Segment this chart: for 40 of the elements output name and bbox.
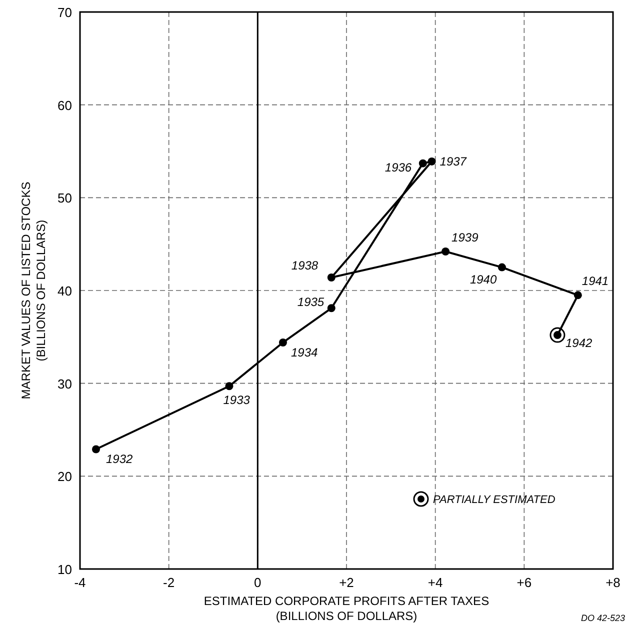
x-tick-label: +8 — [606, 575, 620, 590]
y-tick-label: 10 — [58, 562, 72, 577]
x-tick-label: 0 — [254, 575, 262, 590]
annotation: 1933 — [223, 393, 250, 408]
annotation: 1935 — [297, 295, 324, 310]
legend-label: PARTIALLY ESTIMATED — [433, 494, 556, 506]
annotation: 1937 — [440, 154, 468, 168]
y-tick-label: 20 — [58, 469, 72, 484]
point — [428, 157, 436, 166]
point — [442, 248, 450, 256]
y-tick-label: 40 — [58, 284, 72, 298]
x-tick-label: -2 — [163, 575, 175, 590]
x-tick-label: -4 — [74, 575, 86, 590]
point — [574, 291, 582, 300]
point — [327, 274, 336, 282]
annotation: 1934 — [290, 345, 318, 360]
y-axis-title: MARKET VALUES OF LISTED STOCKS (BILLIONS OF DOLLARS) — [19, 182, 48, 400]
x-tick-label: +6 — [516, 575, 532, 590]
y-tick-label: 60 — [58, 98, 72, 113]
x-axis-title: ESTIMATED CORPORATE PROFITS AFTER TAXES (BILLIONS OF DOLLARS) — [204, 594, 490, 623]
point — [550, 327, 566, 343]
y-tick-label: 50 — [58, 190, 72, 206]
point — [92, 445, 100, 454]
point — [278, 338, 287, 346]
x-tick-label: +2 — [339, 575, 354, 590]
point — [225, 382, 234, 390]
annotation: 1942 — [565, 336, 592, 350]
point — [327, 304, 336, 312]
annotation: 1941 — [582, 274, 609, 288]
point — [498, 263, 506, 272]
text: DO 42-523 — [580, 613, 625, 623]
point — [418, 159, 427, 168]
annotation: 1938 — [291, 258, 318, 273]
y-tick-label: 70 — [58, 5, 72, 20]
x-tick-label: +4 — [428, 575, 443, 590]
y-tick-label: 30 — [58, 376, 72, 392]
annotation: 1936 — [384, 160, 412, 174]
annotation: 1940 — [470, 272, 497, 286]
annotation: 1932 — [106, 452, 134, 466]
annotation: 1939 — [452, 230, 479, 245]
